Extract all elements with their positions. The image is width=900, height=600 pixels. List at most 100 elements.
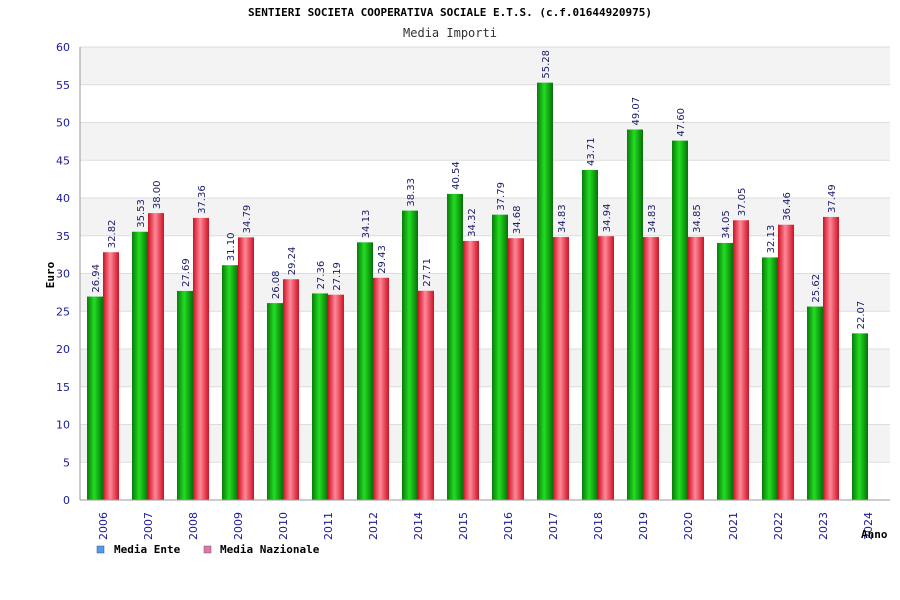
x-tick-label: 2020 [682,512,695,540]
data-label: 35.53 [136,199,147,228]
bar-media-nazionale [373,277,389,500]
data-label: 37.79 [496,182,507,211]
data-label: 34.05 [721,210,732,239]
bar-media-ente [312,293,328,500]
y-tick-label: 25 [56,305,70,318]
grid-band [80,47,890,85]
data-label: 27.36 [316,261,327,290]
data-label: 43.71 [586,137,597,166]
bar-media-ente [177,290,193,500]
bars [87,82,868,501]
y-tick-label: 40 [56,192,70,205]
legend-swatch-media-ente [96,545,105,554]
bar-media-nazionale [418,290,434,500]
grid-band [80,311,890,349]
data-label: 34.68 [512,206,523,235]
bar-media-ente [267,303,283,500]
bar-media-ente [852,333,868,500]
bar-media-ente [447,193,463,500]
y-tick-label: 5 [63,456,70,469]
bar-media-ente [492,214,508,501]
grid-band [80,84,890,123]
x-tick-label: 2012 [367,512,380,540]
axes: 0 5 10 15 20 25 30 35 40 45 50 55 60 2006 2007 2008 2009… [56,41,890,540]
x-tick-label: 2022 [772,512,785,540]
bar-media-nazionale [148,213,164,500]
data-label: 26.94 [91,264,102,293]
y-tick-label: 35 [56,230,70,243]
x-axis-label: Anno [861,528,888,541]
bar-media-nazionale [283,279,299,500]
bar-media-ente [582,169,598,500]
y-tick-label: 10 [56,419,70,432]
grid-band [80,160,890,198]
x-tick-label: 2018 [592,512,605,540]
y-axis-label: Euro [44,261,57,288]
y-tick-label: 0 [63,494,70,507]
bar-media-ente [672,140,688,500]
chart-subtitle: Media Importi [403,26,497,40]
grid-band [80,273,890,312]
x-tick-label: 2021 [727,512,740,540]
data-label: 37.49 [827,184,838,213]
bar-media-nazionale [553,237,569,500]
y-tick-label: 50 [56,117,70,130]
data-label: 37.36 [197,185,208,214]
data-label: 27.19 [332,262,343,291]
data-label: 49.07 [631,97,642,126]
data-label: 32.13 [766,225,777,254]
y-tick-label: 55 [56,79,70,92]
bar-media-ente [537,82,553,501]
bar-media-ente [627,129,643,501]
data-label: 34.13 [361,210,372,239]
y-tick-label: 45 [56,154,70,167]
data-label: 36.46 [782,192,793,221]
grid-band [80,462,890,500]
x-tick-label: 2019 [637,512,650,540]
x-tick-label: 2014 [412,512,425,540]
data-label: 34.79 [242,205,253,234]
bar-media-nazionale [598,236,614,500]
value-labels: 26.94 32.82 35.53 38.00 27.69 37.36 31.10 34.79… [91,50,867,329]
y-tick-label: 60 [56,41,70,54]
data-label: 40.54 [451,161,462,190]
x-tick-label: 2009 [232,512,245,540]
legend: Media Ente Media Nazionale [96,543,320,556]
bar-media-nazionale [508,238,524,500]
x-tick-label: 2024 [862,512,875,540]
grid-band [80,349,890,387]
bar-media-nazionale [463,240,479,500]
data-label: 38.00 [152,180,163,209]
data-label: 27.69 [181,258,192,287]
bar-media-ente [807,306,823,500]
grid-band [80,198,890,236]
data-label: 34.83 [647,204,658,233]
legend-swatch-media-nazionale [203,545,212,554]
bar-media-ente [87,296,103,500]
data-label: 29.43 [377,245,388,274]
x-tick-label: 2016 [502,512,515,540]
grid-band [80,122,890,161]
grid-band [80,235,890,274]
bar-media-nazionale [193,217,209,500]
bar-media-nazionale [688,236,704,500]
bar-media-ente [357,242,373,501]
data-label: 55.28 [541,50,552,79]
y-tick-label: 30 [56,268,70,281]
bar-media-nazionale [778,224,794,501]
bar-media-ente [132,231,148,500]
bar-media-ente [222,265,238,500]
bar-media-nazionale [733,220,749,500]
x-tick-label: 2006 [97,512,110,540]
data-label: 25.62 [811,274,822,303]
data-label: 47.60 [676,108,687,137]
x-tick-label: 2010 [277,512,290,540]
data-label: 34.94 [602,204,613,233]
x-tick-label: 2015 [457,512,470,540]
data-label: 38.33 [406,178,417,207]
legend-label-media-ente: Media Ente [114,543,181,556]
data-label: 32.82 [107,220,118,249]
bar-media-nazionale [238,237,254,500]
x-tick-label: 2007 [142,512,155,540]
